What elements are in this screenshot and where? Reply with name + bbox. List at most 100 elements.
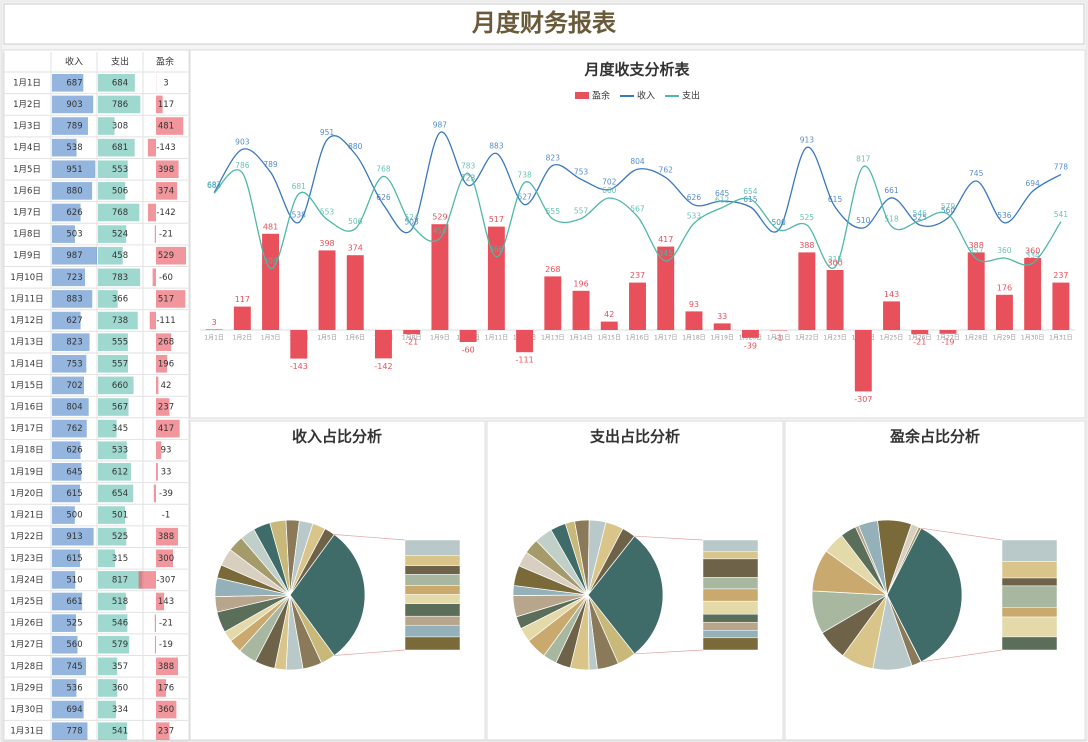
cell-value: 143 bbox=[158, 597, 174, 607]
bar bbox=[318, 250, 336, 330]
data-bar bbox=[52, 95, 94, 114]
data-bar bbox=[153, 484, 156, 503]
point-label: 555 bbox=[546, 207, 561, 216]
secondary-bar bbox=[404, 565, 461, 575]
cell-value: 533 bbox=[112, 446, 128, 456]
data-bar bbox=[98, 419, 117, 438]
bar bbox=[262, 233, 280, 330]
bar-label: 517 bbox=[489, 215, 504, 224]
point-label: 783 bbox=[461, 161, 476, 170]
data-bar bbox=[52, 592, 83, 611]
legend-label: 收入 bbox=[637, 90, 655, 102]
cell-value: 823 bbox=[66, 338, 82, 348]
row-date: 1月20日 bbox=[10, 489, 43, 499]
cell-value: 541 bbox=[112, 727, 128, 737]
x-tick-label: 1月5日 bbox=[317, 335, 337, 342]
data-bar bbox=[98, 117, 115, 135]
cell-value: 903 bbox=[66, 100, 82, 110]
data-bar bbox=[98, 700, 116, 719]
point-label: 702 bbox=[602, 178, 617, 187]
row-date: 1月24日 bbox=[10, 575, 43, 585]
cell-value: 546 bbox=[112, 619, 128, 629]
data-bar bbox=[156, 722, 170, 740]
point-label: 660 bbox=[602, 186, 617, 195]
data-bar bbox=[52, 376, 85, 395]
cell-value: 987 bbox=[66, 251, 82, 261]
data-bar bbox=[156, 290, 186, 308]
bar bbox=[600, 321, 618, 330]
data-bar bbox=[156, 419, 180, 438]
x-tick-label: 1月22日 bbox=[795, 335, 818, 342]
bar bbox=[939, 330, 957, 334]
data-bar bbox=[156, 700, 177, 719]
bar-label: 176 bbox=[997, 283, 1012, 292]
cell-value: 524 bbox=[112, 230, 128, 240]
x-tick-label: 1月25日 bbox=[880, 335, 903, 342]
table-header: 支出 bbox=[111, 56, 129, 68]
cell-value: 237 bbox=[158, 403, 174, 413]
point-label: 458 bbox=[433, 226, 448, 235]
data-bar bbox=[98, 246, 123, 265]
data-bar bbox=[52, 225, 75, 243]
point-label: 723 bbox=[461, 173, 476, 182]
cell-value: 789 bbox=[66, 122, 82, 132]
row-date: 1月27日 bbox=[10, 640, 43, 650]
cell-value: 3 bbox=[163, 78, 168, 88]
data-bar bbox=[98, 571, 142, 589]
data-bar bbox=[98, 290, 118, 308]
data-bar bbox=[156, 182, 178, 200]
secondary-bar bbox=[404, 636, 461, 651]
x-tick-label: 1月13日 bbox=[541, 335, 564, 342]
data-bar bbox=[156, 549, 174, 568]
data-bar bbox=[98, 679, 118, 697]
data-bar bbox=[98, 484, 134, 503]
title-bar bbox=[3, 3, 1085, 45]
point-label: 789 bbox=[263, 160, 278, 169]
cell-value: -307 bbox=[156, 575, 175, 585]
page-title: 月度财务报表 bbox=[471, 9, 617, 37]
cell-value: 300 bbox=[158, 554, 174, 564]
point-label: 745 bbox=[969, 169, 984, 178]
cell-value: 560 bbox=[66, 640, 82, 650]
row-date: 1月17日 bbox=[10, 424, 43, 434]
point-label: 762 bbox=[659, 166, 674, 175]
cell-value: 525 bbox=[112, 532, 128, 542]
bar-label: -307 bbox=[854, 395, 872, 404]
point-label: 738 bbox=[517, 170, 532, 179]
cell-value: 357 bbox=[112, 662, 128, 672]
data-bar bbox=[52, 398, 89, 416]
bar-label: 268 bbox=[545, 265, 560, 274]
point-label: 913 bbox=[800, 135, 815, 144]
cell-value: 557 bbox=[112, 359, 128, 369]
point-label: 615 bbox=[828, 195, 843, 204]
point-label: 366 bbox=[489, 245, 504, 254]
x-tick-label: 1月23日 bbox=[823, 335, 846, 342]
bar bbox=[375, 330, 392, 359]
data-bar bbox=[98, 614, 128, 632]
cell-value: 510 bbox=[66, 575, 82, 585]
point-label: 510 bbox=[856, 216, 871, 225]
data-bar bbox=[52, 74, 84, 92]
row-date: 1月1日 bbox=[13, 78, 41, 88]
cell-value: -21 bbox=[159, 619, 173, 629]
row-date: 1月11日 bbox=[10, 294, 43, 304]
cell-value: 315 bbox=[112, 554, 128, 564]
row-date: 1月31日 bbox=[10, 727, 43, 737]
data-bar bbox=[147, 138, 156, 157]
data-bar bbox=[98, 463, 131, 481]
secondary-bar bbox=[404, 585, 461, 595]
point-label: 360 bbox=[997, 246, 1012, 255]
cell-value: -142 bbox=[156, 208, 175, 218]
bar-label: 398 bbox=[319, 239, 334, 248]
point-label: 546 bbox=[913, 209, 928, 218]
point-label: 684 bbox=[207, 181, 222, 190]
cell-value: 360 bbox=[158, 705, 174, 715]
secondary-bar bbox=[702, 539, 759, 553]
data-bar bbox=[156, 354, 168, 373]
chart-panel bbox=[189, 49, 1086, 419]
connector bbox=[634, 535, 704, 541]
data-bar bbox=[52, 290, 93, 308]
data-bar bbox=[156, 160, 179, 179]
